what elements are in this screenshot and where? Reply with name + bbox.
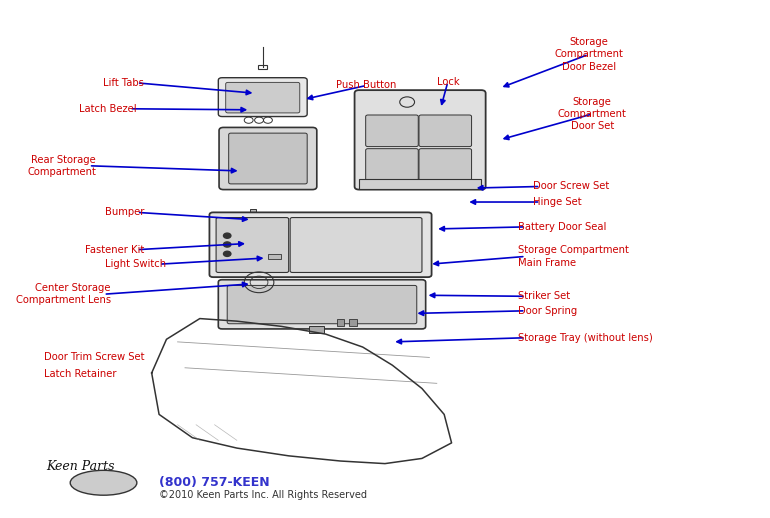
FancyBboxPatch shape — [250, 209, 256, 219]
FancyBboxPatch shape — [229, 133, 307, 184]
FancyBboxPatch shape — [419, 115, 471, 147]
Text: ©2010 Keen Parts Inc. All Rights Reserved: ©2010 Keen Parts Inc. All Rights Reserve… — [159, 490, 367, 500]
Text: Storage Compartment
Main Frame: Storage Compartment Main Frame — [518, 245, 629, 268]
FancyBboxPatch shape — [227, 285, 417, 324]
Text: Rear Storage
Compartment: Rear Storage Compartment — [27, 154, 96, 177]
Text: Storage
Compartment
Door Bezel: Storage Compartment Door Bezel — [554, 37, 623, 72]
FancyBboxPatch shape — [366, 115, 418, 147]
Circle shape — [297, 92, 306, 98]
Text: (800) 757-KEEN: (800) 757-KEEN — [159, 476, 270, 490]
FancyBboxPatch shape — [209, 212, 431, 277]
Text: Door Screw Set: Door Screw Set — [533, 181, 609, 192]
FancyBboxPatch shape — [290, 218, 422, 272]
Text: Push Button: Push Button — [336, 80, 397, 91]
Text: Door Trim Screw Set: Door Trim Screw Set — [45, 352, 145, 363]
Circle shape — [223, 233, 231, 238]
Text: Hinge Set: Hinge Set — [533, 197, 581, 207]
Text: Latch Retainer: Latch Retainer — [45, 369, 117, 379]
Text: Light Switch: Light Switch — [105, 259, 166, 269]
Text: Storage Tray (without lens): Storage Tray (without lens) — [518, 333, 653, 343]
FancyBboxPatch shape — [219, 280, 426, 329]
Text: Storage
Compartment
Door Set: Storage Compartment Door Set — [557, 96, 627, 132]
Text: Battery Door Seal: Battery Door Seal — [518, 222, 607, 232]
FancyBboxPatch shape — [359, 179, 481, 189]
FancyBboxPatch shape — [268, 254, 281, 259]
FancyBboxPatch shape — [419, 149, 471, 180]
FancyBboxPatch shape — [354, 90, 486, 190]
FancyBboxPatch shape — [219, 78, 307, 117]
Text: Latch Bezel: Latch Bezel — [79, 104, 137, 114]
Text: Bumper: Bumper — [105, 207, 144, 218]
Text: Lock: Lock — [437, 77, 459, 87]
FancyBboxPatch shape — [350, 319, 357, 326]
FancyBboxPatch shape — [256, 101, 276, 106]
FancyBboxPatch shape — [219, 127, 316, 190]
Text: Striker Set: Striker Set — [518, 291, 571, 301]
FancyBboxPatch shape — [226, 82, 300, 113]
Text: Center Storage
Compartment Lens: Center Storage Compartment Lens — [16, 283, 111, 306]
Text: Lift Tabs: Lift Tabs — [103, 78, 144, 88]
Text: Fastener Kit: Fastener Kit — [85, 244, 144, 255]
Ellipse shape — [70, 470, 137, 495]
FancyBboxPatch shape — [366, 149, 418, 180]
FancyBboxPatch shape — [336, 319, 344, 326]
Circle shape — [223, 242, 231, 247]
FancyBboxPatch shape — [216, 218, 289, 272]
FancyBboxPatch shape — [310, 326, 324, 333]
Circle shape — [223, 251, 231, 256]
Text: Keen Parts: Keen Parts — [45, 459, 114, 473]
Text: Door Spring: Door Spring — [518, 306, 578, 316]
